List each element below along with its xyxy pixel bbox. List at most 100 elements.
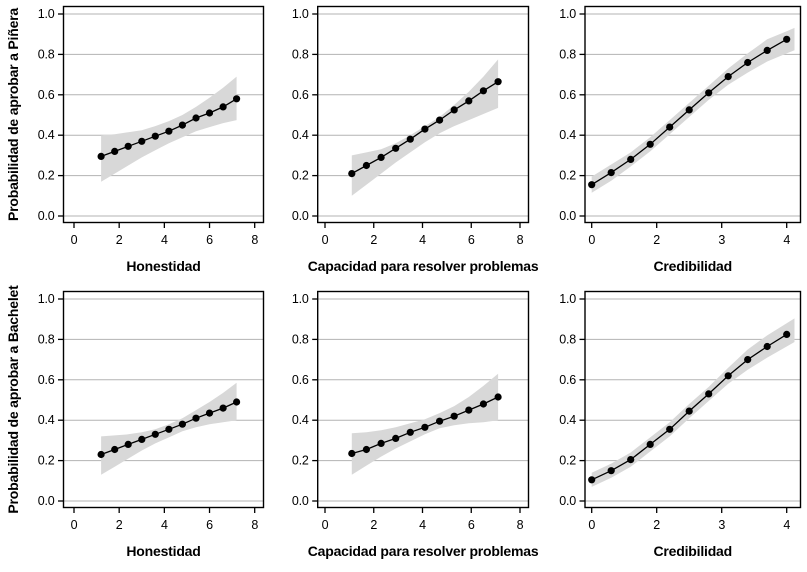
data-point	[362, 161, 370, 170]
x-tick-label: 6	[206, 233, 213, 247]
x-tick-label: 8	[517, 518, 524, 532]
data-point	[436, 116, 444, 124]
y-tick-label: 0.0	[292, 494, 309, 508]
data-point	[233, 398, 241, 406]
y-tick-label: 0.8	[292, 332, 309, 346]
y-tick-label: 0.2	[38, 454, 55, 468]
data-point	[627, 155, 635, 163]
data-point	[607, 169, 615, 177]
y-tick-label: 0.0	[559, 494, 576, 508]
data-point	[421, 423, 429, 431]
x-axis-title: Capacidad para resolver problemas	[308, 543, 539, 559]
x-tick-label: 4	[783, 518, 790, 532]
plot-border	[584, 290, 802, 509]
y-tick-label: 0.4	[292, 128, 309, 142]
data-point	[178, 420, 186, 428]
y-tick-label: 0.4	[292, 413, 309, 427]
x-tick-label: 0	[71, 518, 78, 532]
x-tick-label: 0	[71, 233, 78, 247]
y-tick-label: 0.6	[38, 88, 55, 102]
data-point	[666, 123, 674, 131]
y-tick-label: 1.0	[292, 292, 309, 306]
x-tick-label: 2	[653, 233, 660, 247]
x-tick-label: 8	[517, 233, 524, 247]
data-point	[588, 476, 596, 484]
x-tick-label: 4	[783, 233, 790, 247]
x-tick-label: 0	[588, 233, 595, 247]
y-tick-label: 0.6	[292, 373, 309, 387]
data-point	[646, 440, 654, 448]
data-point	[421, 125, 429, 133]
data-point	[219, 404, 227, 412]
data-point	[111, 445, 119, 454]
data-point	[450, 106, 458, 114]
y-tick-label: 0.0	[559, 209, 576, 223]
x-tick-label: 0	[322, 518, 329, 532]
data-point	[192, 414, 200, 422]
data-point	[479, 87, 487, 95]
data-point	[666, 425, 674, 433]
data-point	[705, 390, 713, 398]
data-point	[111, 147, 119, 155]
x-tick-label: 4	[161, 233, 168, 247]
y-tick-label: 1.0	[292, 7, 309, 21]
panel-pinera-credibilidad: 0.0 0.2 0.4 0.6 0.8 1.0 0 2 3 4 Credibilidad	[559, 5, 802, 274]
panel-bachelet-honestidad: 0.0 0.2 0.4 0.6 0.8 1.0 0 2 4 6 8 Honestidad Probabi…	[5, 285, 265, 559]
data-point	[151, 132, 159, 140]
x-tick-label: 3	[718, 518, 725, 532]
data-point	[205, 109, 214, 117]
data-point	[724, 73, 732, 81]
y-tick-label: 0.8	[38, 47, 55, 61]
data-point	[465, 406, 473, 414]
data-point	[685, 407, 693, 415]
data-point	[646, 140, 654, 148]
y-axis-title: Probabilidad de aprobar a Piñera	[5, 8, 21, 221]
data-point	[392, 144, 400, 152]
data-point	[436, 417, 444, 425]
y-tick-label: 0.6	[559, 373, 576, 387]
x-tick-label: 2	[653, 518, 660, 532]
x-axis-title: Honestidad	[126, 543, 200, 559]
data-point	[744, 356, 752, 364]
x-axis-title: Honestidad	[126, 258, 200, 274]
data-point	[494, 393, 502, 401]
y-tick-label: 1.0	[38, 292, 55, 306]
confidence-band	[591, 27, 795, 193]
x-tick-label: 2	[370, 518, 377, 532]
x-axis-title: Credibilidad	[654, 258, 733, 274]
data-point	[205, 409, 214, 417]
x-tick-label: 3	[718, 233, 725, 247]
x-tick-label: 4	[419, 518, 426, 532]
x-tick-label: 6	[206, 518, 213, 532]
y-tick-label: 0.6	[559, 88, 576, 102]
data-point	[124, 440, 132, 448]
x-tick-label: 6	[468, 518, 475, 532]
data-point	[165, 425, 173, 433]
data-point	[362, 445, 370, 454]
x-axis-title: Credibilidad	[654, 543, 733, 559]
data-point	[763, 342, 771, 351]
data-point	[479, 400, 487, 408]
x-tick-label: 2	[116, 233, 123, 247]
data-point	[348, 449, 356, 458]
data-point	[763, 46, 771, 55]
plot-border	[584, 5, 802, 224]
y-tick-label: 0.2	[292, 169, 309, 183]
x-tick-label: 0	[322, 233, 329, 247]
y-tick-label: 1.0	[559, 7, 576, 21]
x-tick-label: 0	[588, 518, 595, 532]
y-tick-label: 0.8	[559, 47, 576, 61]
x-tick-label: 6	[468, 233, 475, 247]
data-point	[744, 58, 752, 67]
data-point	[377, 153, 385, 161]
data-point	[627, 456, 635, 464]
data-point	[588, 181, 596, 189]
y-tick-label: 0.8	[38, 332, 55, 346]
data-point	[450, 412, 458, 420]
data-point	[607, 467, 615, 475]
x-axis-title: Capacidad para resolver problemas	[308, 258, 539, 274]
data-point	[685, 106, 693, 114]
data-point	[97, 152, 105, 160]
